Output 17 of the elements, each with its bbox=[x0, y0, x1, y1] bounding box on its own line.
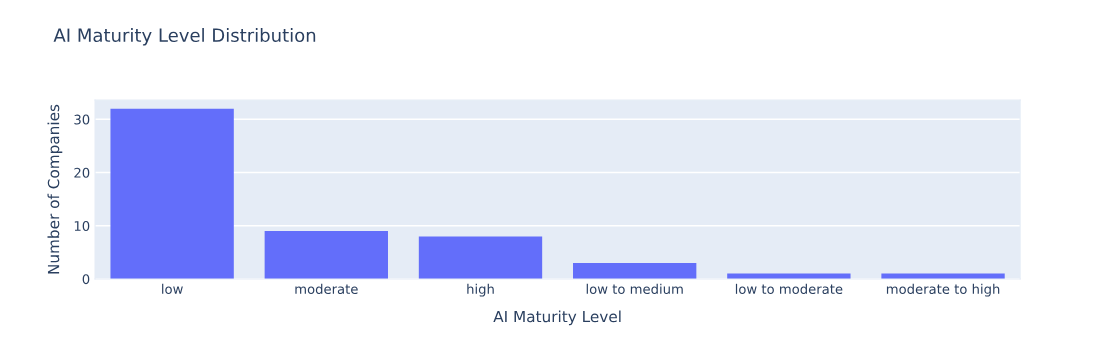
bar bbox=[110, 108, 234, 279]
bar bbox=[264, 231, 388, 279]
bar bbox=[418, 236, 543, 279]
y-axis-title: Number of Companies bbox=[47, 104, 63, 274]
x-tick-label: low to moderate bbox=[735, 283, 843, 295]
y-tick-label: 20 bbox=[74, 167, 90, 178]
x-axis-title: AI Maturity Level bbox=[493, 310, 621, 326]
y-tick-label: 30 bbox=[74, 114, 90, 125]
y-tick-label: 10 bbox=[74, 220, 90, 231]
x-tick-label: moderate bbox=[295, 283, 358, 295]
x-tick-label: low to medium bbox=[586, 283, 683, 295]
y-tick-label: 0 bbox=[82, 274, 90, 285]
x-tick-label: low bbox=[162, 283, 183, 295]
chart-title: AI Maturity Level Distribution bbox=[53, 28, 316, 46]
x-tick-label: moderate to high bbox=[886, 283, 1000, 297]
x-tick-label: high bbox=[467, 283, 494, 297]
bar bbox=[573, 262, 697, 279]
